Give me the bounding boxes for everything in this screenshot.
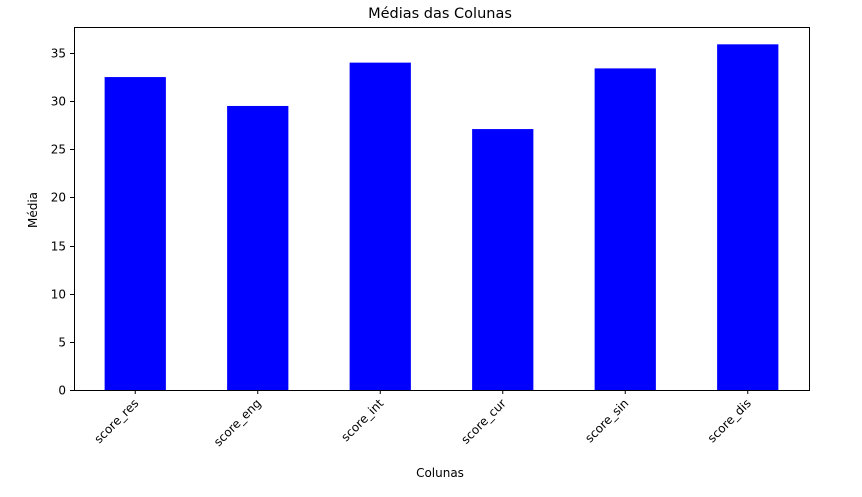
y-tick-label: 15	[51, 240, 66, 254]
x-tick-label: score_eng	[211, 396, 264, 449]
chart-title: Médias das Colunas	[368, 6, 512, 22]
bars-group	[104, 44, 779, 391]
y-axis-label: Média	[26, 192, 40, 228]
y-axis-ticks: 0 5 10 15 20 25 30 35	[51, 47, 74, 398]
bar-score-sin	[594, 68, 656, 390]
bar-score-cur	[472, 129, 534, 390]
x-tick-label: score_int	[338, 396, 386, 444]
x-axis-ticks: score_res score_eng score_int score_cur scor…	[91, 390, 754, 449]
y-tick-label: 35	[51, 47, 66, 61]
bar-score-res	[104, 77, 166, 390]
x-axis-label: Colunas	[416, 466, 464, 480]
x-tick-label: score_res	[91, 396, 141, 446]
y-tick-label: 10	[51, 288, 66, 302]
bar-score-int	[349, 62, 411, 390]
y-tick-label: 25	[51, 143, 66, 157]
bar-score-eng	[227, 105, 289, 391]
x-tick-label: score_sin	[582, 396, 631, 445]
y-tick-label: 0	[58, 384, 66, 398]
x-tick-label: score_cur	[458, 396, 509, 447]
y-tick-label: 5	[58, 336, 66, 350]
bar-score-dis	[717, 44, 779, 390]
y-tick-label: 20	[51, 191, 66, 205]
y-tick-label: 30	[51, 95, 66, 109]
x-tick-label: score_dis	[705, 396, 754, 445]
plot-frame	[74, 27, 810, 391]
